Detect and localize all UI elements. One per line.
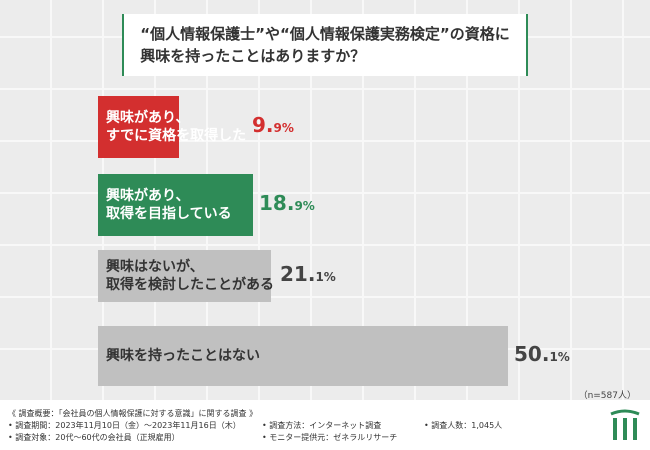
bar-label-line: 取得を検討したことがある [106, 277, 274, 293]
company-logo-icon [608, 408, 642, 442]
bar-label: 興味はないが、取得を検討したことがある [106, 258, 274, 294]
bar-row: 興味があり、 すでに資格を取得した 9.9% [98, 96, 638, 158]
bar-label: 興味を持ったことはない [106, 347, 260, 365]
title-line-2: 興味を持ったことはありますか？ [140, 47, 366, 65]
bar [98, 250, 271, 302]
survey-method: • 調査方法：インターネット調査 [262, 421, 382, 430]
bar-label: 興味があり、取得を目指している [106, 187, 232, 223]
survey-count: • 調査人数：1,045人 [424, 421, 503, 430]
question-title-box: “個人情報保護士”や“個人情報保護実務検定”の資格に 興味を持ったことはあります… [122, 14, 528, 76]
bar-value-label: 18.9% [259, 191, 315, 215]
bar-label-line: 興味があり、 [106, 188, 190, 204]
bar-label-line: 興味を持ったことはない [106, 348, 260, 364]
survey-provider: • モニター提供元：ゼネラルリサーチ [262, 433, 398, 442]
bar-label-line: 興味はないが、 [106, 259, 204, 275]
bar-label: 興味があり、すでに資格を取得した [106, 109, 246, 145]
survey-period: • 調査期間：2023年11月10日（金）～2023年11月16日（木） [8, 421, 241, 430]
bar-label-line: 興味があり、 [106, 110, 190, 126]
bar-value-label: 21.1% [280, 262, 336, 286]
bar [98, 326, 508, 386]
bar-value-label: 50.1% [514, 342, 570, 366]
survey-target: • 調査対象：20代～60代の会社員（正規雇用） [8, 433, 180, 442]
bar [98, 96, 179, 158]
bar-row: 興味はないが、 取得を検討したことがある 21.1% [98, 250, 638, 302]
bar-label-line: すでに資格を取得した [106, 128, 247, 144]
bar-row: 興味があり、取得を目指している 18.9% [98, 174, 638, 236]
survey-footer: 《 調査概要：「会社員の個人情報保護に対する意識」に関する調査 》 • 調査期間… [0, 400, 650, 450]
bar-value-label: 9.9% [252, 113, 294, 137]
bar-row: 興味を持ったことはない 50.1% [98, 326, 638, 386]
sample-size-label: （n=587人） [578, 391, 636, 401]
bar [98, 174, 253, 236]
survey-summary: 《 調査概要：「会社員の個人情報保護に対する意識」に関する調査 》 [8, 409, 258, 418]
title-line-1: “個人情報保護士”や“個人情報保護実務検定”の資格に [140, 25, 510, 43]
bar-label-line: 取得を目指している [106, 206, 232, 222]
